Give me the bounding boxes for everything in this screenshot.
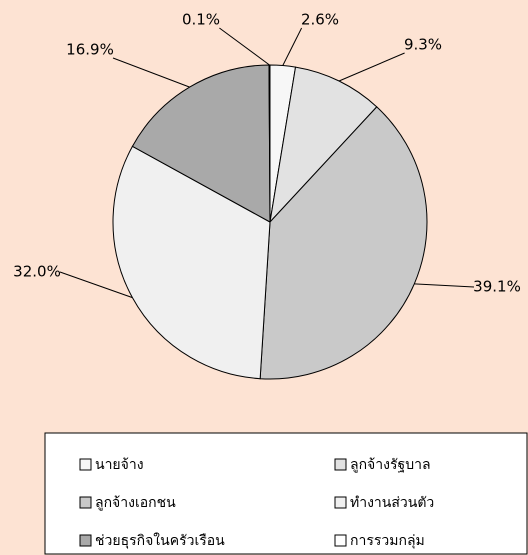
legend-label: ลูกจ้างรัฐบาล	[350, 457, 431, 473]
data-label: 39.1%	[473, 278, 521, 296]
leader-line	[338, 52, 405, 82]
legend-swatch	[334, 496, 347, 509]
data-label: 9.3%	[404, 36, 442, 54]
legend-swatch	[334, 458, 347, 471]
legend-swatch	[79, 496, 92, 509]
data-label: 16.9%	[66, 41, 114, 59]
legend-swatch	[79, 458, 92, 471]
legend-box	[44, 432, 528, 555]
legend-swatch	[79, 534, 92, 547]
pie-slice	[269, 66, 378, 224]
legend-swatch	[334, 534, 347, 547]
leader-line	[282, 27, 303, 66]
data-label: 2.6%	[301, 11, 339, 29]
legend-label: ทำงานส่วนตัว	[350, 495, 434, 511]
legend-label: ลูกจ้างเอกชน	[95, 495, 176, 511]
data-label: 32.0%	[13, 263, 61, 281]
data-label: 0.1%	[182, 11, 220, 29]
pie-slice	[259, 106, 428, 380]
pie-slice	[112, 145, 271, 380]
legend-label: ช่วยธุรกิจในครัวเรือน	[95, 532, 225, 549]
leader-line	[219, 27, 270, 66]
legend-label: นายจ้าง	[95, 457, 144, 473]
leader-line	[414, 283, 475, 288]
legend-label: การรวมกลุ่ม	[350, 533, 425, 549]
leader-line	[112, 57, 190, 88]
leader-line	[59, 271, 133, 299]
pie-slice	[131, 64, 271, 223]
